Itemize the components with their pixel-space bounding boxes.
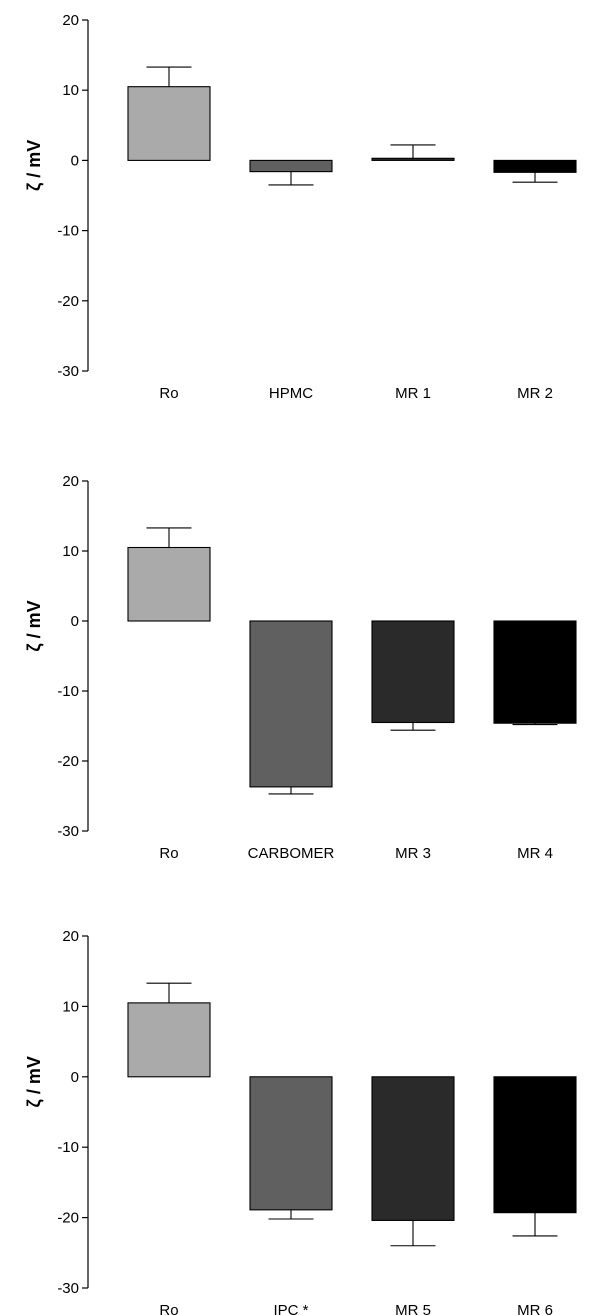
chart-panel-1: 20 10 0 -10 -20 -30 ζ / mV Ro HPMC MR 1 MR 2 [24,12,577,402]
y-tick-label: -20 [57,1210,79,1227]
y-tick-label: 0 [71,1069,79,1086]
x-category-label: Ro [159,385,178,402]
y-tick-label: 20 [62,473,79,490]
y-tick-label: -10 [57,1139,79,1156]
error-bar [512,1212,558,1237]
bar-mr-5 [371,1076,455,1221]
y-tick-label: -30 [57,1280,79,1297]
y-tick-label: 0 [71,613,79,630]
y-tick-label: 20 [62,12,79,29]
x-category-label: MR 1 [395,385,431,402]
bar-mr-4 [493,620,577,724]
error-bar [146,982,192,1003]
x-category-label: MR 4 [517,845,553,862]
bar-ro [127,546,211,622]
error-bar [146,66,192,87]
x-category-label: CARBOMER [248,845,335,862]
x-category-label: IPC * [273,1302,308,1315]
y-axis-label: ζ / mV [24,600,45,651]
x-category-label: MR 6 [517,1302,553,1315]
y-tick-label: 20 [62,928,79,945]
y-tick-label: -20 [57,293,79,310]
y-tick-label: -30 [57,823,79,840]
y-tick-label: 0 [71,152,79,169]
bar-hpmc [249,159,333,173]
chart-panel-2: 20 10 0 -10 -20 -30 ζ / mV Ro CARBOMER MR 3 MR 4 [24,473,577,862]
x-category-label: MR 5 [395,1302,431,1315]
bar-ro [127,1002,211,1078]
y-tick-label: -20 [57,753,79,770]
bar-mr-2 [493,159,577,173]
error-bar [390,722,436,731]
y-tick-label: -10 [57,683,79,700]
x-category-label: MR 2 [517,385,553,402]
y-tick-label: -10 [57,223,79,240]
y-tick-label: -30 [57,363,79,380]
y-tick-label: 10 [62,998,79,1015]
y-axis-label: ζ / mV [24,140,45,191]
error-bar [268,1209,314,1220]
x-category-label: HPMC [269,385,313,402]
error-bar [512,172,558,183]
x-category-label: Ro [159,845,178,862]
y-tick-label: 10 [62,543,79,560]
bar-ipc [249,1076,333,1211]
bar-carbomer [249,620,333,788]
error-bar [146,527,192,548]
y-axis-label: ζ / mV [24,1056,45,1107]
error-bar [390,1220,436,1247]
x-category-label: Ro [159,1302,178,1315]
y-tick-label: 10 [62,82,79,99]
error-bar [390,144,436,159]
error-bar [268,786,314,795]
bar-mr-3 [371,620,455,724]
error-bar [268,171,314,186]
chart-panel-3: 20 10 0 -10 -20 -30 ζ / mV Ro IPC * MR 5 MR 6 [24,928,577,1315]
bar-mr-1 [371,157,455,161]
bar-ro [127,86,211,161]
x-category-label: MR 3 [395,845,431,862]
error-bar [512,723,558,726]
bar-mr-6 [493,1076,577,1214]
